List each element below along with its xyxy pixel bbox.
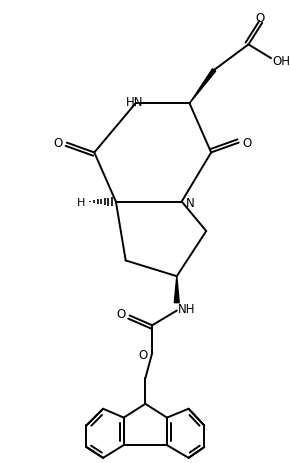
Text: O: O [243,137,252,150]
Text: OH: OH [272,55,290,68]
Text: O: O [116,307,125,320]
Polygon shape [190,69,216,104]
Text: O: O [53,137,63,150]
Polygon shape [174,276,179,303]
Text: H: H [77,197,86,207]
Text: O: O [255,13,265,25]
Text: HN: HN [126,96,143,109]
Text: O: O [139,349,148,362]
Text: NH: NH [178,302,195,315]
Text: N: N [186,197,195,210]
